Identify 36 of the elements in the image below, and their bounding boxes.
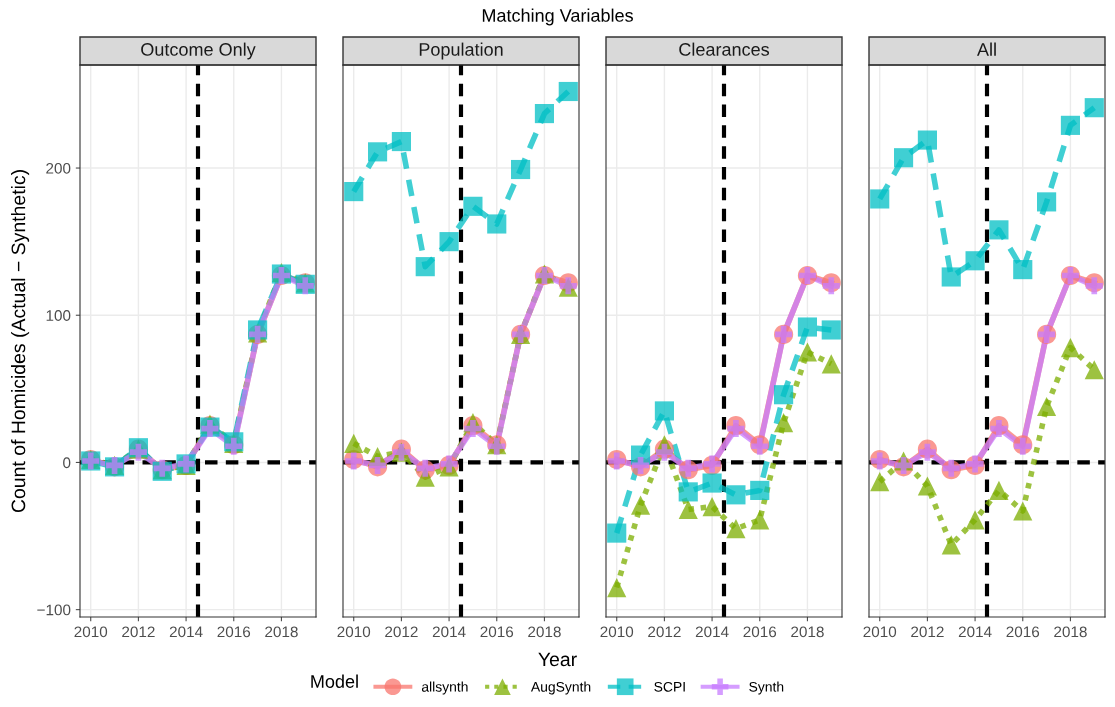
x-tick-label: 2016: [217, 626, 251, 638]
x-tick-label: 2012: [385, 626, 418, 638]
x-tick-label: 2018: [528, 626, 561, 638]
x-tick-label: 2014: [958, 626, 992, 638]
x-tick-label: 2012: [911, 626, 944, 638]
x-tick-label: 2012: [648, 626, 681, 638]
x-tick-label: 2018: [1054, 626, 1087, 638]
chart-title: Clearances: [679, 42, 770, 56]
x-tick-label: 2016: [480, 626, 514, 638]
x-tick-label: 2018: [791, 626, 824, 638]
chart-title: All: [977, 42, 996, 56]
x-tick-label: 2014: [432, 626, 466, 638]
y-tick-label: 100: [46, 310, 71, 321]
legend-title: Model: [311, 674, 358, 688]
x-tick-label: 2018: [265, 626, 298, 638]
x-tick-label: 2016: [743, 626, 777, 638]
y-tick-label: −100: [37, 604, 71, 616]
text: Year: [538, 652, 577, 667]
legend-label: AugSynth: [530, 681, 591, 695]
x-tick-label: 2014: [169, 626, 203, 638]
x-tick-label: 2016: [1006, 626, 1040, 638]
text: Matching Variables: [482, 8, 633, 26]
x-tick-label: 2010: [74, 626, 108, 638]
y-tick-label: 0: [63, 457, 71, 469]
x-tick-label: 2014: [695, 626, 729, 638]
legend-label: Synth: [749, 681, 784, 695]
x-tick-label: 2012: [122, 626, 155, 638]
y-axis-title: Count of Homicides (Actual − Synthetic): [11, 170, 30, 513]
chart-title: Outcome Only: [141, 42, 256, 60]
chart-title: Population: [419, 42, 503, 60]
legend-label: SCPI: [654, 681, 685, 692]
legend-label: allsynth: [421, 681, 468, 695]
y-tick-label: 200: [46, 162, 71, 174]
x-tick-label: 2010: [863, 626, 897, 638]
x-tick-label: 2010: [600, 626, 634, 638]
x-tick-label: 2010: [337, 626, 371, 638]
